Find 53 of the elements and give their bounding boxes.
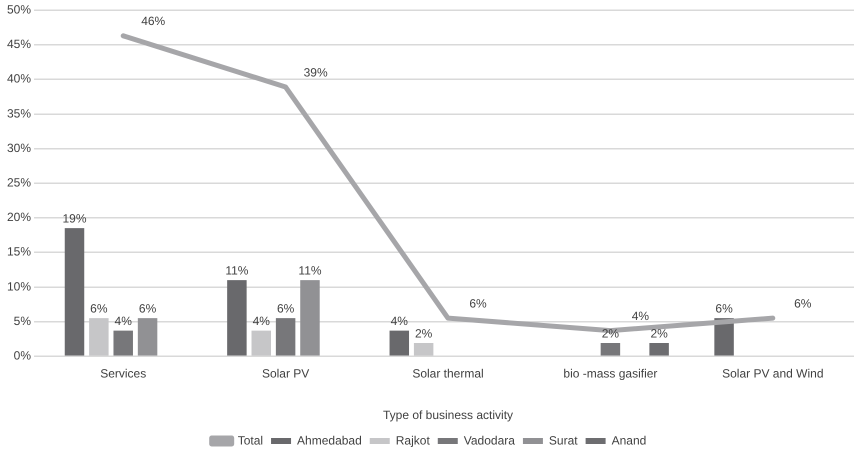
bar bbox=[300, 280, 320, 356]
data-label: 4% bbox=[252, 314, 270, 328]
data-label: 2% bbox=[414, 326, 433, 340]
legend-label: Rajkot bbox=[396, 433, 430, 448]
data-label: 2% bbox=[650, 326, 668, 340]
y-tick-label: 35% bbox=[6, 106, 32, 120]
data-label: 6% bbox=[138, 301, 157, 316]
bar bbox=[600, 343, 620, 356]
data-label: 46% bbox=[141, 14, 166, 28]
data-label: 39% bbox=[304, 65, 328, 80]
x-tick-label: Services bbox=[100, 366, 146, 381]
bar bbox=[89, 318, 109, 356]
data-label: 4% bbox=[390, 314, 408, 328]
x-tick-label: bio -mass gasifier bbox=[563, 366, 658, 381]
y-tick-label: 20% bbox=[6, 210, 32, 224]
bar bbox=[649, 343, 669, 356]
y-tick-label: 10% bbox=[6, 279, 32, 294]
y-tick-label: 45% bbox=[6, 37, 32, 52]
data-label: 4% bbox=[114, 314, 132, 328]
data-label: 2% bbox=[602, 326, 620, 340]
y-tick-label: 30% bbox=[6, 140, 32, 155]
legend-label: Surat bbox=[548, 433, 578, 448]
bar bbox=[227, 280, 247, 356]
x-tick-label: Solar thermal bbox=[412, 366, 484, 381]
bar bbox=[138, 318, 158, 356]
x-axis-title: Type of business activity bbox=[382, 408, 514, 422]
bar bbox=[276, 318, 296, 356]
y-tick-label: 40% bbox=[6, 72, 32, 86]
bar bbox=[113, 330, 133, 356]
y-tick-label: 0% bbox=[14, 348, 32, 363]
y-tick-label: 15% bbox=[6, 244, 32, 259]
y-tick-label: 50% bbox=[6, 2, 32, 17]
y-tick-label: 5% bbox=[14, 314, 32, 328]
data-label: 11% bbox=[225, 263, 249, 278]
bar bbox=[414, 343, 434, 356]
data-label: 6% bbox=[715, 301, 734, 316]
legend-label: Vadodara bbox=[464, 433, 516, 448]
data-label: 6% bbox=[276, 301, 295, 316]
data-label: 19% bbox=[62, 211, 87, 226]
data-label: 11% bbox=[298, 263, 322, 278]
y-tick-label: 25% bbox=[6, 176, 32, 190]
x-tick-label: Solar PV and Wind bbox=[722, 366, 824, 381]
data-label: 6% bbox=[90, 301, 108, 316]
legend-label: Total bbox=[238, 433, 264, 448]
bar bbox=[64, 228, 84, 356]
bar bbox=[252, 330, 271, 356]
data-label: 4% bbox=[632, 308, 650, 323]
legend-label: Ahmedabad bbox=[297, 433, 362, 448]
x-tick-label: Solar PV bbox=[262, 366, 310, 381]
data-label: 6% bbox=[794, 296, 812, 310]
legend-label: Anand bbox=[612, 433, 646, 448]
data-label: 6% bbox=[469, 296, 488, 310]
bar bbox=[390, 330, 410, 356]
